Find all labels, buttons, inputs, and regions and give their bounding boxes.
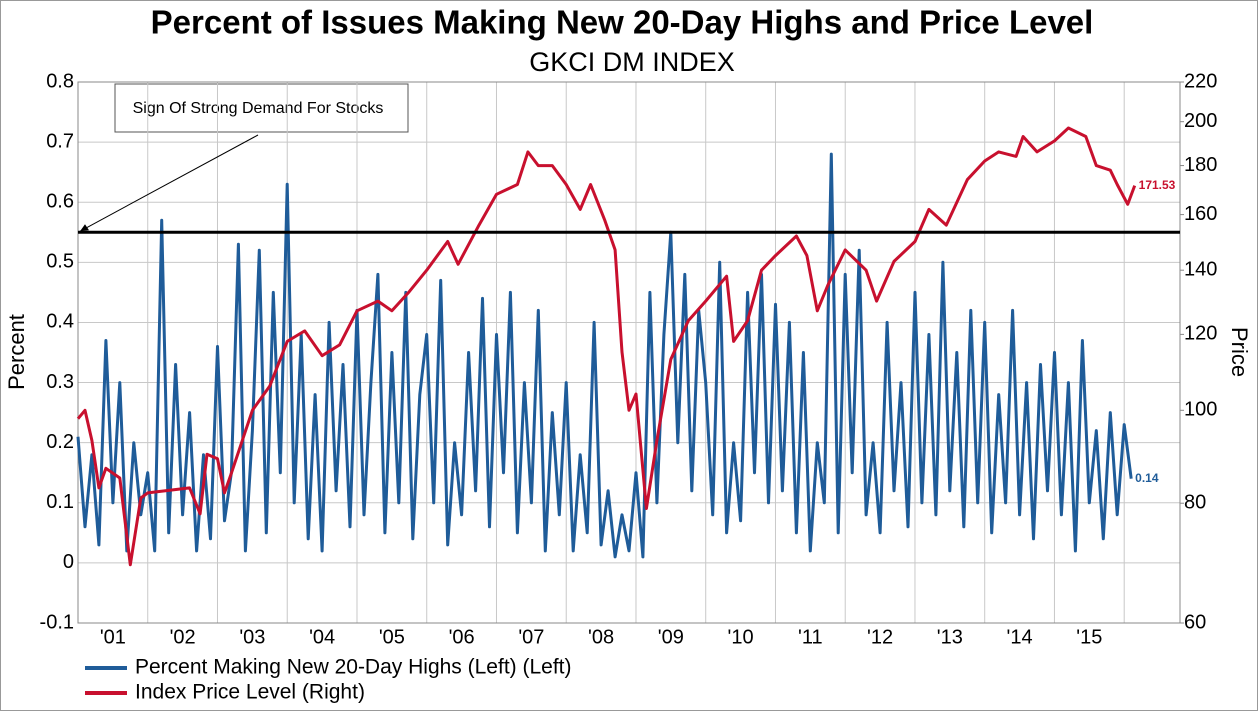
y-tick-label: 0.7 [46,130,74,152]
x-tick-label: '01 [100,626,126,648]
legend-label: Index Price Level (Right) [135,681,365,704]
y2-tick-label: 100 [1184,399,1217,421]
x-tick-label: '15 [1076,626,1102,648]
y2-tick-label: 200 [1184,110,1217,132]
x-tick-label: '07 [518,626,544,648]
series-line [76,126,1137,567]
x-tick-label: '06 [449,626,475,648]
y-tick-label: 0.5 [46,251,74,273]
x-tick-label: '10 [728,626,754,648]
y2-tick-label: 160 [1184,203,1217,225]
x-tick-label: '05 [379,626,405,648]
y-tick-label: 0.2 [46,431,74,453]
y2-tick-label: 60 [1184,611,1206,633]
y-tick-label: 0.4 [46,311,74,333]
plot-border [77,81,1181,624]
chart-title: Percent of Issues Making New 20-Day High… [151,4,1094,41]
annotation: Sign Of Strong Demand For Stocks [133,100,384,117]
annotation-arrow [79,134,259,232]
x-tick-label: '12 [867,626,893,648]
plot-area: -0.1 0 0.1 0.2 0.3 0.4 0.5 0.6 0.7 0.8 60 80 100 120 1… [40,70,1218,703]
x-tick-label: '03 [239,626,265,648]
legend-label: Percent Making New 20-Day Highs (Left) (… [135,656,572,679]
x-tick-label: '08 [588,626,614,648]
y-tick-label: 0.3 [46,371,74,393]
x-tick-label: '13 [937,626,963,648]
annotation-box [114,83,409,133]
end-value-label: 0.14 [1135,471,1159,485]
y-axis-label: Percent [4,314,29,390]
y2-tick-label: 120 [1184,323,1217,345]
y-tick-label: 0 [63,551,74,573]
x-tick-label: '02 [170,626,196,648]
y2-tick-label: 140 [1184,258,1217,280]
y2-tick-label: 80 [1184,491,1206,513]
y2-tick-label: 180 [1184,154,1217,176]
y-tick-label: 0.8 [46,70,74,92]
end-value-label: 171.53 [1139,178,1176,192]
y-tick-label: 0.1 [46,491,74,513]
chart-subtitle: GKCI DM INDEX [529,47,735,77]
y-tick-label: 0.6 [46,191,74,213]
y2-tick-label: 220 [1184,70,1217,92]
series-line [76,152,1133,559]
arrow-head [80,224,89,232]
x-tick-label: '14 [1007,626,1033,648]
x-tick-label: '11 [798,626,823,648]
y-tick-label: -0.1 [40,611,74,633]
y2-axis-label: Price [1227,327,1252,377]
x-tick-label: '04 [309,626,335,648]
x-tick-label: '09 [658,626,684,648]
